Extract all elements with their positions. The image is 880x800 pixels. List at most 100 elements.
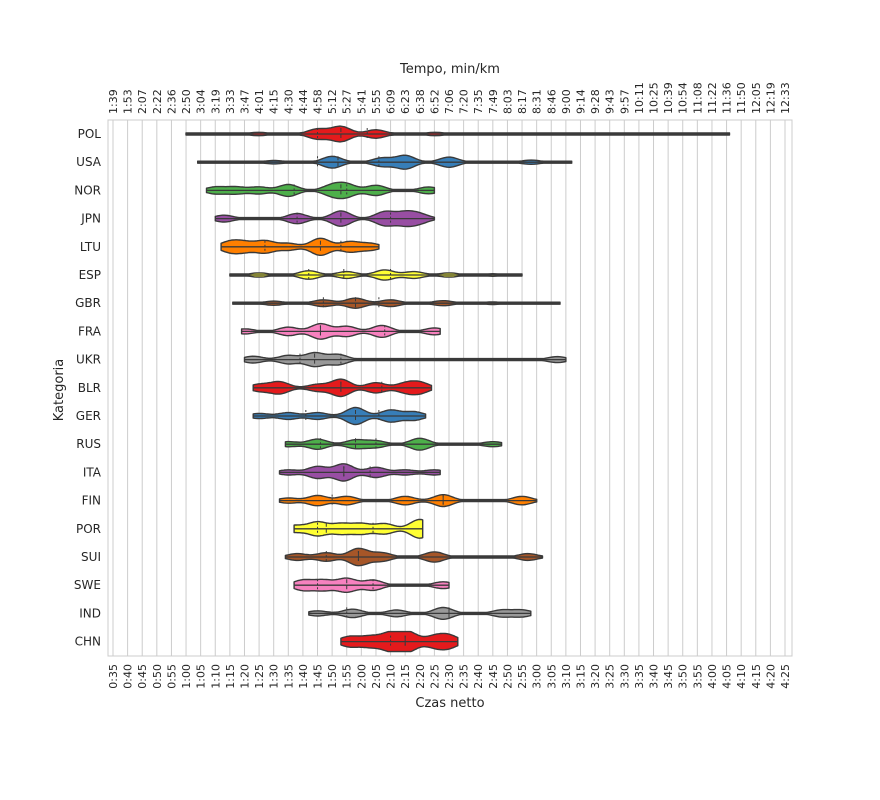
top-tick-label: 11:22 (706, 82, 719, 114)
top-tick-label: 10:54 (677, 82, 690, 114)
violin-sui (284, 547, 544, 567)
top-tick-label: 4:01 (253, 89, 266, 114)
category-label: FIN (82, 494, 101, 508)
x-tick-label: 1:50 (326, 664, 339, 689)
x-tick-label: 4:25 (779, 664, 792, 689)
category-label: CHN (75, 635, 101, 649)
top-tick-label: 12:33 (779, 82, 792, 114)
x-tick-label: 2:45 (487, 664, 500, 689)
top-tick-label: 6:38 (414, 89, 427, 114)
top-tick-label: 9:00 (560, 89, 573, 114)
x-tick-label: 1:20 (238, 664, 251, 689)
category-label: RUS (76, 437, 101, 451)
top-tick-label: 9:28 (589, 89, 602, 114)
x-tick-label: 2:05 (370, 664, 383, 689)
category-label: ESP (79, 268, 101, 282)
top-tick-label: 4:15 (268, 89, 281, 114)
x-tick-label: 2:55 (516, 664, 529, 689)
x-tick-label: 1:40 (297, 664, 310, 689)
top-tick-label: 4:44 (297, 89, 310, 114)
x-tick-label: 3:50 (677, 664, 690, 689)
top-tick-label: 2:36 (165, 89, 178, 114)
top-tick-labels: 1:39 1:53 2:07 2:22 2:36 2:50 3:04 3:19 3:33 3:47… (107, 82, 792, 114)
x-tick-label: 2:35 (458, 664, 471, 689)
top-tick-label: 4:30 (282, 89, 295, 114)
x-tick-label: 4:20 (764, 664, 777, 689)
x-tick-label: 4:05 (721, 664, 734, 689)
x-tick-label: 1:55 (341, 664, 354, 689)
violin-ger (252, 406, 427, 426)
category-label: FRA (78, 324, 102, 338)
top-tick-label: 2:22 (151, 89, 164, 114)
plot-background (107, 119, 793, 657)
top-tick-label: 8:17 (516, 89, 529, 114)
top-tick-label: 3:47 (238, 89, 251, 114)
category-label: ITA (83, 465, 102, 479)
x-axis-label: Czas netto (415, 696, 484, 711)
category-label: NOR (74, 183, 101, 197)
violin-esp (229, 269, 523, 281)
top-tick-label: 7:20 (458, 89, 471, 114)
top-tick-label: 10:11 (633, 82, 646, 114)
x-tick-label: 3:30 (618, 664, 631, 689)
category-label: SUI (81, 550, 101, 564)
category-label: IND (79, 606, 101, 620)
top-tick-label: 12:19 (764, 82, 777, 114)
x-tick-label: 3:05 (545, 664, 558, 689)
violin-fin (278, 494, 538, 508)
category-label: SWE (74, 578, 101, 592)
top-tick-label: 3:33 (224, 89, 237, 114)
x-tick-label: 1:15 (224, 664, 237, 689)
top-tick-label: 7:06 (443, 89, 456, 114)
y-axis-label: Kategoria (52, 359, 67, 422)
top-tick-label: 1:53 (122, 89, 135, 114)
x-tick-label: 1:25 (253, 664, 266, 689)
top-tick-label: 9:43 (604, 89, 617, 114)
violin-ita (278, 463, 441, 482)
violin-ukr (243, 351, 567, 368)
category-label: JPN (80, 212, 101, 226)
x-tick-label: 2:10 (385, 664, 398, 689)
x-tick-label: 3:35 (633, 664, 646, 689)
top-tick-label: 10:39 (662, 82, 675, 114)
category-label: USA (76, 155, 102, 169)
x-tick-label: 4:10 (735, 664, 748, 689)
top-tick-label: 10:25 (648, 82, 661, 114)
x-tick-label: 2:30 (443, 664, 456, 689)
category-labels: POL USA NOR JPN LTU ESP GBR FRA UKR BLR GER RUS ITA F… (74, 127, 102, 649)
top-tick-label: 11:50 (735, 82, 748, 114)
top-tick-label: 11:08 (691, 82, 704, 114)
violin-ind (308, 606, 532, 620)
category-label: GBR (75, 296, 101, 310)
x-tick-label: 3:25 (604, 664, 617, 689)
x-tick-label: 1:30 (268, 664, 281, 689)
top-tick-label: 2:07 (136, 89, 149, 114)
x-tick-label: 1:05 (195, 664, 208, 689)
x-tick-label: 1:45 (312, 664, 325, 689)
top-tick-label: 3:04 (195, 89, 208, 114)
x-tick-label: 3:00 (531, 664, 544, 689)
top-tick-label: 4:58 (312, 89, 325, 114)
x-tick-label: 2:40 (472, 664, 485, 689)
top-tick-label: 2:50 (180, 89, 193, 114)
top-axis-label: Tempo, min/km (399, 62, 500, 77)
x-tick-label: 1:35 (282, 664, 295, 689)
x-tick-label: 4:15 (750, 664, 763, 689)
x-tick-label: 3:40 (648, 664, 661, 689)
violin-fra (240, 322, 441, 340)
violin-jpn (214, 210, 436, 228)
category-label: GER (76, 409, 101, 423)
x-tick-label: 1:10 (209, 664, 222, 689)
category-label: UKR (76, 353, 101, 367)
x-tick-label: 2:25 (428, 664, 441, 689)
top-tick-label: 7:35 (472, 89, 485, 114)
top-tick-label: 8:46 (545, 89, 558, 114)
violin-usa (197, 154, 573, 170)
violin-gbr (232, 297, 561, 310)
x-tick-label: 4:00 (706, 664, 719, 689)
top-tick-label: 5:41 (355, 89, 368, 114)
violin-por (293, 518, 424, 539)
x-tick-label: 0:45 (136, 664, 149, 689)
top-tick-label: 11:36 (721, 82, 734, 114)
